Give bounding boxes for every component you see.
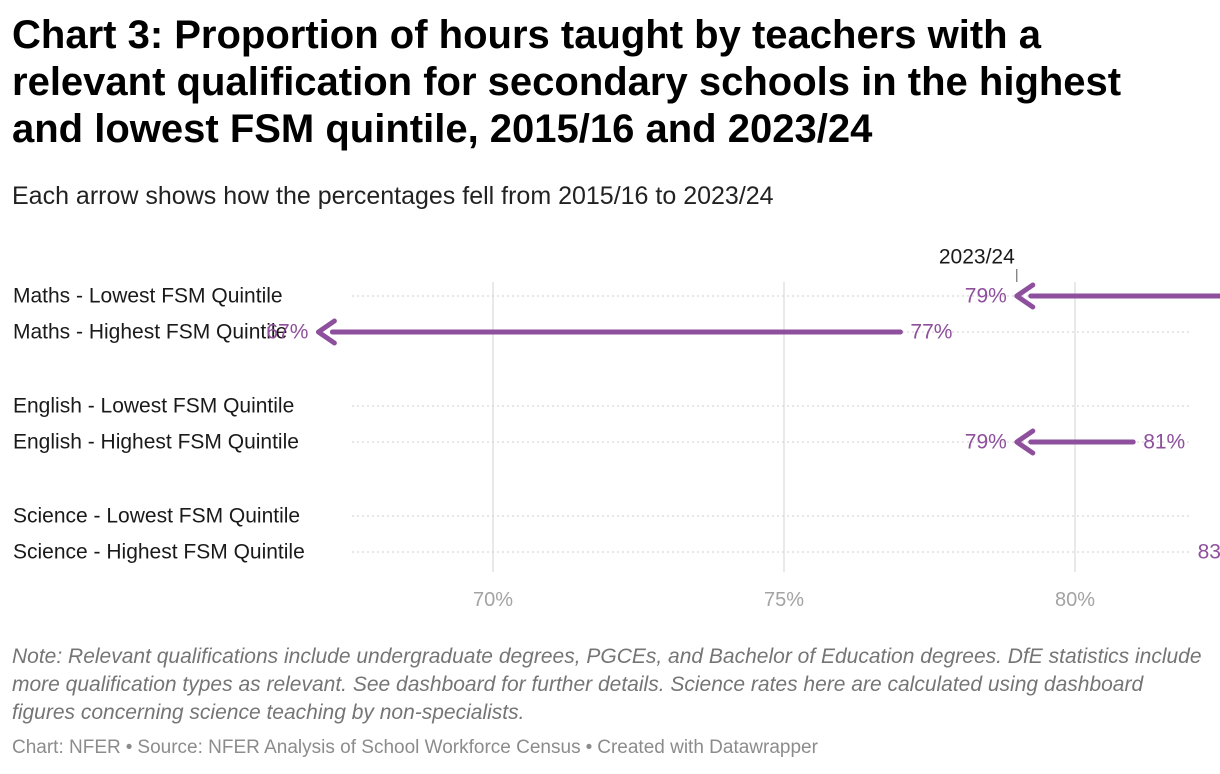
x-tick-label: 70% — [473, 589, 513, 611]
row-label: Maths - Highest FSM Quintile — [13, 321, 287, 344]
chart-subtitle: Each arrow shows how the percentages fel… — [12, 182, 774, 210]
row-label: Maths - Lowest FSM Quintile — [13, 285, 283, 308]
footer-separator: • — [125, 737, 133, 758]
arrow-head — [1014, 282, 1036, 310]
row-label: Science - Lowest FSM Quintile — [13, 505, 300, 528]
value-label-2015-16: 77% — [910, 321, 952, 344]
arrow-head — [315, 318, 337, 346]
x-tick-label: 75% — [764, 589, 804, 611]
row-label: English - Highest FSM Quintile — [13, 431, 299, 454]
value-label-2023-24: 79% — [965, 285, 1007, 308]
chart-footer: Chart: NFER • Source: NFER Analysis of Sch… — [12, 735, 818, 761]
chart-note: Note: Relevant qualifications include un… — [12, 645, 1202, 724]
chart-credit: Chart: NFER — [12, 737, 121, 758]
footer-separator: • — [585, 737, 593, 758]
end-year-label: 2023/24 — [939, 246, 1015, 269]
chart-title: Chart 3: Proportion of hours taught by t… — [12, 13, 1122, 151]
value-label-2023-24: 83% — [1198, 541, 1220, 564]
arrow-chart: 70%75%80%85%90%2023/242015/16Maths - Low… — [13, 246, 1220, 611]
value-label-2015-16: 81% — [1143, 431, 1185, 454]
value-label-2023-24: 79% — [965, 431, 1007, 454]
created-with-link[interactable]: Created with Datawrapper — [597, 737, 818, 758]
row-label: English - Lowest FSM Quintile — [13, 395, 294, 418]
arrow-head — [1014, 428, 1036, 456]
row-label: Science - Highest FSM Quintile — [13, 541, 305, 564]
x-tick-label: 80% — [1055, 589, 1095, 611]
source-text: Source: NFER Analysis of School Workforc… — [137, 737, 581, 758]
value-label-2023-24: 67% — [266, 321, 308, 344]
